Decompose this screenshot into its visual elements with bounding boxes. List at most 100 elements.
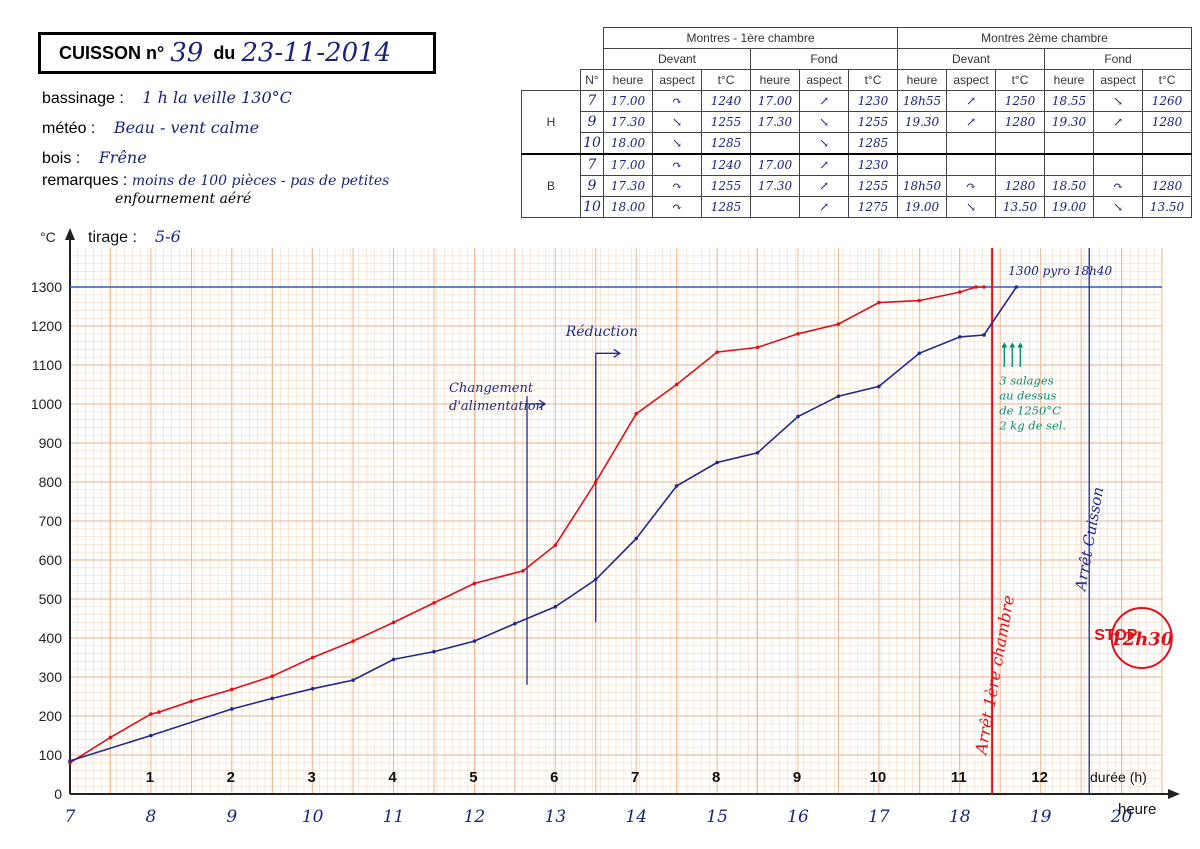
- table-cell: [946, 132, 996, 155]
- data-point: [351, 678, 355, 682]
- bois-value: Frêne: [98, 148, 147, 167]
- data-point: [755, 450, 760, 455]
- table-cell: [1142, 132, 1192, 155]
- data-point: [877, 300, 881, 305]
- table-cell: 1240: [701, 90, 751, 112]
- data-point: [310, 686, 315, 691]
- column-header: t°C: [701, 69, 751, 91]
- salages-note: 2 kg de sel.: [998, 419, 1066, 433]
- data-point: [917, 351, 922, 356]
- hour-tick-label: 20: [1110, 807, 1133, 827]
- data-point: [836, 322, 841, 326]
- bassinage-label: bassinage :: [42, 90, 124, 107]
- column-header: aspect: [946, 69, 996, 91]
- table-cell: 17.30: [750, 175, 800, 197]
- meteo-label: météo :: [42, 120, 96, 137]
- data-point: [1014, 285, 1019, 289]
- y-tick-label: 1300: [31, 279, 62, 295]
- duration-tick-label: 7: [631, 769, 639, 786]
- data-point: [149, 712, 153, 716]
- table-cell: 1275: [848, 196, 898, 218]
- changement-label: Changement: [449, 381, 534, 396]
- remarques-value-2: enfournement aéré: [115, 191, 252, 207]
- table-cell: 1280: [1142, 175, 1192, 197]
- y-tick-label: 100: [39, 747, 63, 763]
- y-tick-label: 200: [39, 708, 63, 724]
- table-cell: [1142, 153, 1192, 176]
- du-label: du: [213, 42, 236, 63]
- y-tick-label: 300: [39, 669, 63, 685]
- table-cell: [995, 153, 1045, 176]
- data-point: [472, 581, 477, 586]
- hour-tick-label: 11: [383, 807, 405, 827]
- y-axis-label: °C: [40, 229, 56, 245]
- table-cell: 19.00: [897, 196, 947, 218]
- x-axis-arrow: [1168, 789, 1180, 799]
- data-point: [674, 382, 679, 387]
- data-point: [513, 621, 517, 626]
- table-cell: [995, 132, 1045, 155]
- table-cell: ↗: [1093, 111, 1143, 133]
- table-cell: 18h55: [897, 90, 947, 112]
- data-point: [472, 639, 477, 643]
- table-cell: ↘: [799, 111, 849, 133]
- duration-tick-label: 4: [388, 769, 397, 786]
- data-point: [310, 655, 315, 660]
- data-point: [877, 384, 881, 389]
- duration-tick-label: 9: [793, 769, 801, 786]
- data-point: [270, 696, 275, 701]
- table-cell: ↘: [1093, 90, 1143, 112]
- data-point: [796, 332, 800, 336]
- column-header: heure: [897, 69, 947, 91]
- table-cell: [1093, 132, 1143, 155]
- data-point: [674, 484, 679, 488]
- duration-tick-label: 5: [469, 769, 477, 786]
- table-cell: 1250: [995, 90, 1045, 112]
- table-cell: 1240: [701, 153, 751, 176]
- hour-tick-label: 16: [787, 807, 809, 827]
- data-point: [553, 605, 558, 609]
- changement-arrow: [527, 399, 547, 409]
- column-header: N°: [580, 69, 604, 91]
- table-cell: 18h50: [897, 175, 947, 197]
- table-cell: ↗: [946, 90, 996, 112]
- series-line-red: [69, 286, 984, 764]
- table-cell: 1255: [848, 175, 898, 197]
- column-header: t°C: [995, 69, 1045, 91]
- table-cell: 1280: [995, 175, 1045, 197]
- table-corner: [522, 70, 581, 91]
- cuisson-label: CUISSON n°: [59, 42, 165, 63]
- temperature-chart: 0 100 200 300 400 500 600 700 800 900 1000 1100 1200…: [31, 227, 1180, 827]
- table-corner: [522, 49, 604, 70]
- hour-tick-label: 12: [464, 807, 486, 827]
- table-cell: ↗: [799, 196, 849, 218]
- column-header: t°C: [1142, 69, 1192, 91]
- table-cell: 9: [580, 111, 604, 133]
- column-header: heure: [750, 69, 800, 91]
- table-cell: ↗: [799, 175, 849, 197]
- reduction-label: Réduction: [565, 324, 638, 340]
- duration-axis-label: durée (h): [1090, 769, 1147, 785]
- table-cell: [897, 132, 947, 155]
- table-cell: 19.00: [1044, 196, 1094, 218]
- y-tick-label: 1200: [31, 318, 62, 334]
- data-point: [391, 620, 396, 625]
- data-point: [68, 759, 72, 763]
- hour-tick-label: 19: [1030, 807, 1052, 827]
- table-cell: 17.00: [603, 90, 653, 112]
- table-cell: 18.00: [603, 132, 653, 155]
- table-cell: 17.30: [603, 175, 653, 197]
- hour-tick-label: 7: [65, 807, 76, 827]
- section-label: H: [521, 90, 581, 155]
- table-cell: 9: [580, 175, 604, 197]
- table-cell: [1044, 132, 1094, 155]
- data-point: [432, 649, 436, 654]
- duration-tick-label: 12: [1031, 769, 1048, 786]
- duration-tick-label: 6: [550, 769, 558, 786]
- data-point: [634, 411, 639, 416]
- arret-cuisson-label: Arrêt Cuisson: [1071, 485, 1107, 593]
- table-cell: ↘: [652, 132, 702, 155]
- table-cell: 19.30: [1044, 111, 1094, 133]
- table-cell: 10: [580, 196, 604, 218]
- cuisson-number: 39: [170, 38, 204, 68]
